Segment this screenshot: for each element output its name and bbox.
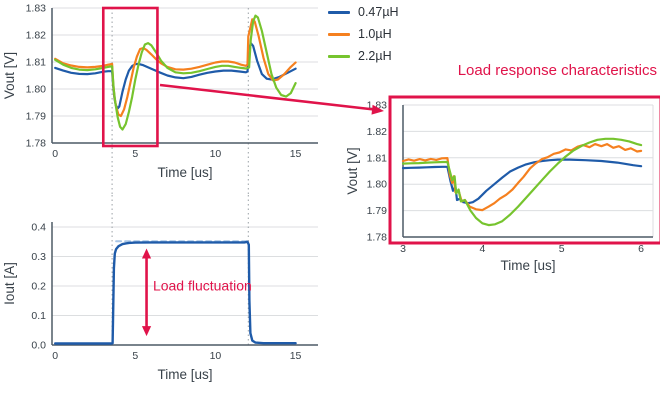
y-tick-label: 0.1 (31, 310, 46, 322)
arrow-head-up (141, 248, 152, 259)
y-axis-title: Vout [V] (345, 147, 360, 194)
series-2.2µH (54, 14, 297, 131)
x-tick-label: 4 (479, 243, 485, 255)
y-tick-label: 1.78 (26, 138, 47, 150)
legend-swatch (328, 32, 350, 36)
x-tick-label: 0 (52, 148, 58, 160)
load-fluctuation-label: Load fluctuation (153, 277, 252, 293)
y-tick-label: 0.2 (31, 281, 46, 293)
zoom-region-rect (101, 6, 159, 148)
x-tick-label: 5 (132, 148, 138, 160)
y-tick-label: 1.82 (26, 30, 47, 42)
y-tick-label: 1.82 (367, 126, 388, 138)
y-tick-label: 1.79 (367, 205, 388, 217)
series-Iout (54, 240, 297, 345)
x-tick-label: 15 (290, 350, 302, 362)
series-0.47µH (401, 158, 643, 205)
y-tick-label: 1.78 (367, 232, 388, 244)
legend-item-2.2µH: 2.2µH (328, 49, 399, 63)
x-axis-title: Time [us] (157, 367, 212, 382)
series-0.47µH (54, 42, 297, 110)
y-tick-label: 1.83 (367, 100, 388, 112)
x-tick-label: 5 (132, 350, 138, 362)
legend-label: 0.47µH (358, 5, 399, 19)
legend-label: 2.2µH (358, 49, 392, 63)
y-tick-label: 1.79 (26, 111, 47, 123)
legend: 0.47µH 1.0µH 2.2µH (328, 5, 399, 63)
x-tick-label: 3 (400, 243, 406, 255)
iout-chart: 0.0 0.1 0.2 0.3 0.4 0 5 10 15 Time [us] Iout [A] Lo… (2, 195, 318, 382)
y-tick-label: 1.80 (26, 84, 47, 96)
y-tick-label: 1.81 (367, 152, 388, 164)
inset-title: Load response characteristics (457, 62, 657, 79)
x-axis-title: Time [us] (500, 258, 555, 273)
y-tick-label: 1.83 (26, 3, 47, 15)
x-tick-label: 10 (210, 148, 222, 160)
y-axis-title: Iout [A] (2, 262, 17, 305)
x-tick-label: 15 (290, 148, 302, 160)
vout-main-chart: 1.78 1.79 1.80 1.81 1.82 1.83 0 5 10 15 Time [us] V… (2, 3, 318, 195)
legend-item-0.47µH: 0.47µH (328, 5, 399, 19)
y-tick-label: 0.4 (31, 222, 46, 234)
inset-border (388, 95, 660, 245)
y-tick-label: 1.80 (367, 179, 388, 191)
legend-label: 1.0µH (358, 27, 392, 41)
x-axis-title: Time [us] (157, 165, 212, 180)
y-tick-label: 0.3 (31, 251, 46, 263)
y-axis-title: Vout [V] (2, 52, 17, 99)
arrow-head-down (141, 326, 152, 337)
vout-inset-chart: 1.78 1.79 1.80 1.81 1.82 1.83 3 4 5 6 Time [us] Vou… (345, 95, 660, 273)
series-1.0µH (401, 143, 643, 212)
x-tick-label: 0 (52, 350, 58, 362)
legend-swatch (328, 10, 350, 14)
legend-swatch (328, 54, 350, 58)
x-tick-label: 5 (559, 243, 565, 255)
x-tick-label: 10 (210, 350, 222, 362)
y-tick-label: 0.0 (31, 340, 46, 352)
legend-item-1.0µH: 1.0µH (328, 27, 399, 41)
x-tick-label: 6 (638, 243, 644, 255)
y-tick-label: 1.81 (26, 57, 47, 69)
series-2.2µH (401, 137, 643, 227)
